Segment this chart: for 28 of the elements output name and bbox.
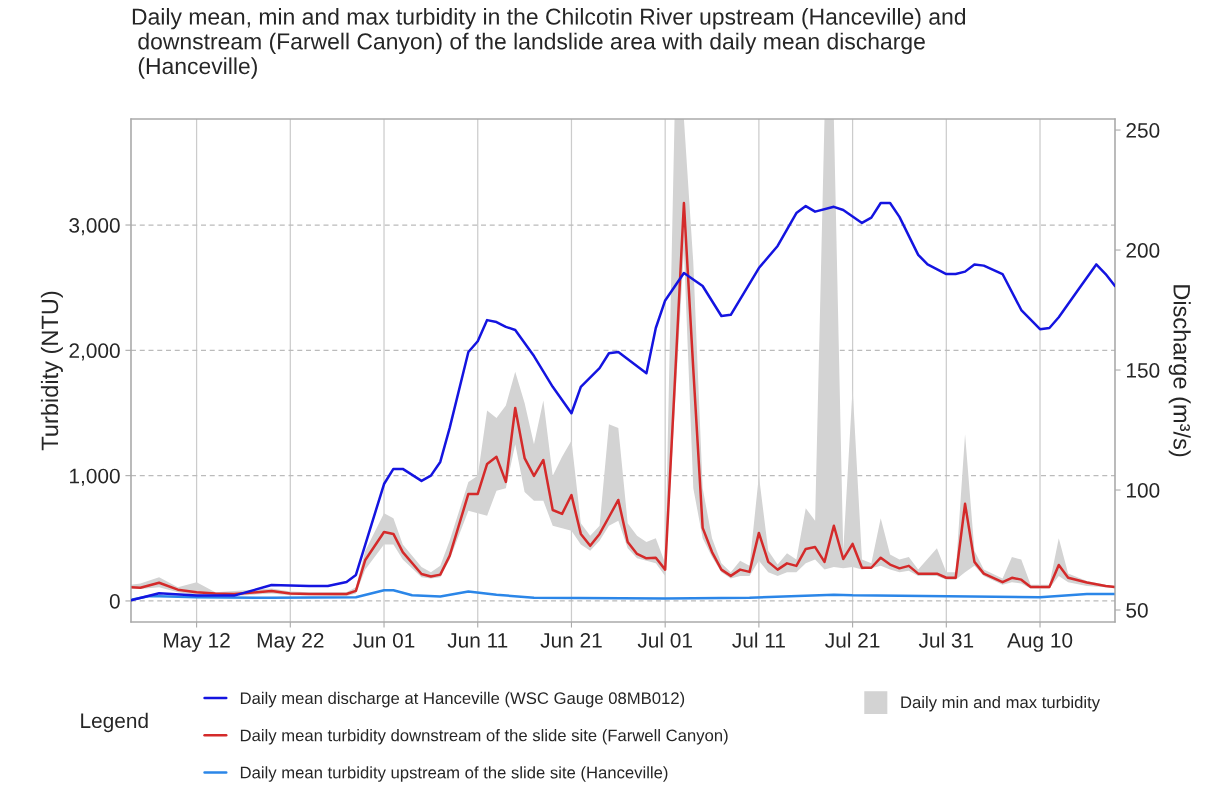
legend-label: Daily mean turbidity upstream of the slide site (Hanceville) bbox=[240, 766, 668, 782]
x-tick-label: May 12 bbox=[164, 632, 230, 652]
y2-tick-label: 200 bbox=[1126, 243, 1160, 258]
y2-axis-title: Discharge (m³/s) bbox=[1168, 285, 1191, 457]
x-tick-label: Jun 01 bbox=[353, 632, 415, 648]
y2-tick-label: 250 bbox=[1126, 123, 1160, 138]
x-tick-label: Jul 01 bbox=[637, 632, 692, 648]
x-tick-label: Jun 21 bbox=[540, 632, 602, 648]
y-tick-label: 1,000 bbox=[70, 468, 120, 486]
y-tick-label: 0 bbox=[109, 593, 120, 609]
y-axis-title: Turbidity (NTU) bbox=[40, 291, 63, 451]
x-tick-label: Jun 11 bbox=[447, 633, 508, 648]
line-series bbox=[131, 589, 1115, 601]
y2-tick-label: 100 bbox=[1127, 483, 1160, 498]
legend-label: Daily mean discharge at Hanceville (WSC Gauge 08MB012) bbox=[240, 691, 685, 708]
y2-tick-label: 50 bbox=[1126, 603, 1148, 618]
y-tick-label: 2,000 bbox=[69, 343, 120, 361]
x-tick-label: Jul 31 bbox=[918, 632, 974, 648]
y-tick-label: 3,000 bbox=[69, 218, 120, 236]
x-tick-label: Jul 21 bbox=[825, 632, 880, 648]
text: Daily min and max turbidity bbox=[901, 695, 1101, 712]
x-tick-label: Jul 11 bbox=[732, 632, 785, 648]
legend-title: Legend bbox=[81, 712, 148, 733]
x-tick-label: Aug 10 bbox=[1007, 632, 1073, 652]
y2-tick-label: 150 bbox=[1127, 363, 1160, 378]
x-tick-label: May 22 bbox=[257, 632, 324, 652]
legend-label: Daily mean turbidity downstream of the slide site (Farwell Canyon) bbox=[240, 729, 728, 745]
chart-title: Daily mean, min and max turbidity in the Chilcotin River upstream (Hanceville) and downstream (Farwell Canyon) of the landslide area with daily mean discharge (Hanceville) bbox=[132, 8, 966, 79]
